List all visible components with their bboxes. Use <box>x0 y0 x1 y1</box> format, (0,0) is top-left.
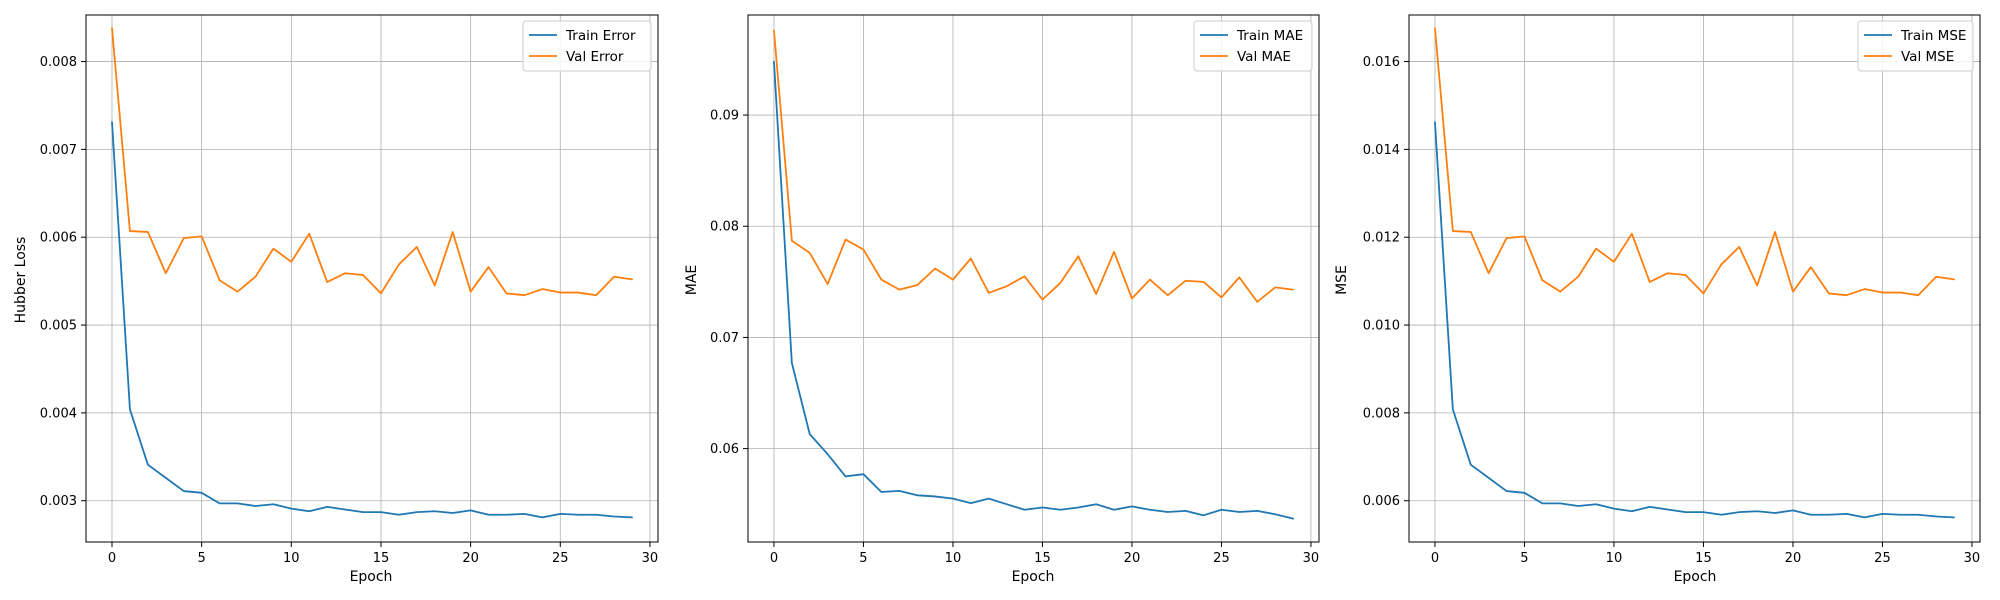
hubber-loss-panel: Epoch Hubber Loss 0 5 10 15 20 25 30 0.003 0.004… <box>13 14 659 585</box>
panel-1-legend-label-0: Train MAE <box>1236 28 1303 44</box>
panel-2-legend-label-1: Val MSE <box>1901 49 1954 65</box>
panel-2-ytick-label-3: 0.012 <box>1363 231 1400 246</box>
panel-0-xtick-label-6: 30 <box>642 551 659 566</box>
panel-1-xtick-label-2: 10 <box>945 551 962 566</box>
panel-0-ytick-label-4: 0.007 <box>40 143 77 158</box>
panel-0-legend-box <box>522 20 652 72</box>
panel-0-legend-label-0: Train Error <box>565 28 636 44</box>
panel-2-ylabel: MSE <box>1334 265 1350 295</box>
panel-2-series-line-0 <box>1434 121 1955 519</box>
panel-2-xtick-label-6: 30 <box>1964 551 1981 566</box>
panel-1-series-line-1 <box>773 29 1294 303</box>
panel-1-series-line-0 <box>773 60 1294 520</box>
panel-2-ytick-label-0: 0.006 <box>1363 494 1400 509</box>
panel-2-xtick-label-2: 10 <box>1606 551 1623 566</box>
panel-2-axes-frame <box>1408 14 1981 543</box>
mae-panel: Epoch MAE 0 5 10 15 20 25 30 0.06 0.07 0.08 0.09 Tr… <box>684 14 1320 585</box>
panel-1-xtick-label-5: 25 <box>1213 551 1230 566</box>
panel-0-ylabel: Hubber Loss <box>13 237 29 324</box>
panel-0-xtick-label-4: 20 <box>462 551 479 566</box>
mse-panel: Epoch MSE 0 5 10 15 20 25 30 0.006 0.008 0.010 0.0… <box>1334 14 1981 585</box>
panel-0-ytick-label-1: 0.004 <box>40 406 77 421</box>
panel-0-xtick-label-2: 10 <box>283 551 300 566</box>
panel-0-xtick-label-1: 5 <box>198 551 206 566</box>
panel-0-xtick-label-5: 25 <box>552 551 569 566</box>
panel-1-xtick-label-6: 30 <box>1303 551 1320 566</box>
panel-2-ytick-label-4: 0.014 <box>1363 143 1400 158</box>
panel-1-axes-frame <box>747 14 1320 543</box>
panel-2-ytick-label-1: 0.008 <box>1363 406 1400 421</box>
panel-2-legend-label-0: Train MSE <box>1900 28 1966 44</box>
panel-2-xtick-label-4: 20 <box>1785 551 1802 566</box>
panel-1-xtick-label-4: 20 <box>1124 551 1141 566</box>
panel-1-ytick-label-0: 0.06 <box>710 442 739 457</box>
panel-0-series-line-1 <box>111 27 633 297</box>
panel-2-xtick-label-3: 15 <box>1695 551 1712 566</box>
panel-1-ytick-label-3: 0.09 <box>710 109 739 124</box>
panel-0-xlabel: Epoch <box>350 569 393 585</box>
panel-1-xtick-label-0: 0 <box>770 551 778 566</box>
panel-2-ytick-label-5: 0.016 <box>1363 55 1400 70</box>
panel-0-xtick-label-0: 0 <box>108 551 116 566</box>
panel-0-axes-frame <box>85 14 659 543</box>
panel-0-ytick-label-3: 0.006 <box>40 231 77 246</box>
panel-0-ytick-label-0: 0.003 <box>40 494 77 509</box>
panel-0-legend-label-1: Val Error <box>566 49 624 65</box>
panel-0-xtick-label-3: 15 <box>373 551 390 566</box>
panel-2-xtick-label-0: 0 <box>1431 551 1439 566</box>
panel-0-series-line-0 <box>111 121 633 519</box>
panel-1-legend-box <box>1193 20 1313 72</box>
panel-2-xtick-label-1: 5 <box>1520 551 1528 566</box>
panel-1-xtick-label-1: 5 <box>859 551 867 566</box>
panel-2-legend-box <box>1857 20 1974 72</box>
panel-0-ytick-label-2: 0.005 <box>40 319 77 334</box>
panel-1-xtick-label-3: 15 <box>1034 551 1051 566</box>
panel-1-xlabel: Epoch <box>1012 569 1055 585</box>
panel-2-xlabel: Epoch <box>1674 569 1717 585</box>
panel-1-ytick-label-2: 0.08 <box>710 220 739 235</box>
panel-1-ytick-label-1: 0.07 <box>710 331 739 346</box>
panel-2-series-line-1 <box>1434 27 1955 297</box>
panel-2-xtick-label-5: 25 <box>1874 551 1891 566</box>
panel-2-ytick-label-2: 0.010 <box>1363 319 1400 334</box>
panel-1-legend-label-1: Val MAE <box>1237 49 1291 65</box>
panel-1-ylabel: MAE <box>684 265 700 296</box>
panel-0-ytick-label-5: 0.008 <box>40 55 77 70</box>
